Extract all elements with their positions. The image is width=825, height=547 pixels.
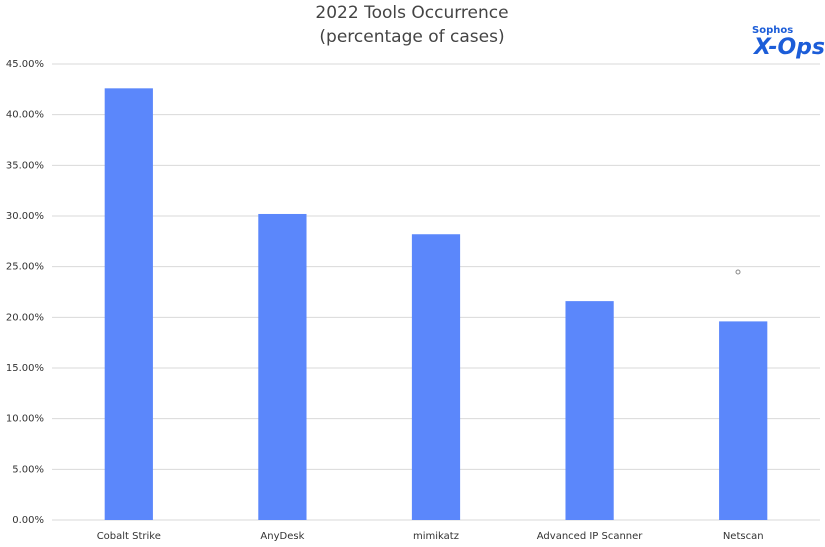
bar: [258, 213, 307, 520]
bar: [565, 301, 614, 520]
x-tick-label: Advanced IP Scanner: [537, 531, 644, 542]
y-tick-label: 40.00%: [6, 110, 44, 121]
marker-dot: [735, 269, 741, 275]
y-tick-label: 35.00%: [6, 160, 44, 171]
x-tick-label: Netscan: [723, 531, 764, 542]
y-tick-label: 10.00%: [6, 414, 44, 425]
y-tick-label: 30.00%: [6, 211, 44, 222]
x-tick-label: Cobalt Strike: [97, 531, 161, 542]
bar: [104, 88, 153, 520]
y-tick-label: 0.00%: [12, 515, 44, 526]
logo-brand: Sophos: [752, 25, 793, 36]
x-tick-label: AnyDesk: [260, 531, 304, 542]
bar: [411, 234, 461, 521]
chart-subtitle: (percentage of cases): [319, 27, 504, 47]
y-tick-label: 15.00%: [6, 363, 44, 374]
chart-title: 2022 Tools Occurrence: [315, 3, 508, 23]
y-tick-label: 20.00%: [6, 312, 44, 323]
y-tick-label: 45.00%: [6, 59, 44, 70]
logo-product: X-Ops: [752, 35, 825, 60]
y-tick-label: 5.00%: [12, 464, 44, 475]
bar: [719, 321, 768, 520]
y-tick-label: 25.00%: [6, 262, 44, 273]
x-tick-label: mimikatz: [413, 531, 459, 542]
